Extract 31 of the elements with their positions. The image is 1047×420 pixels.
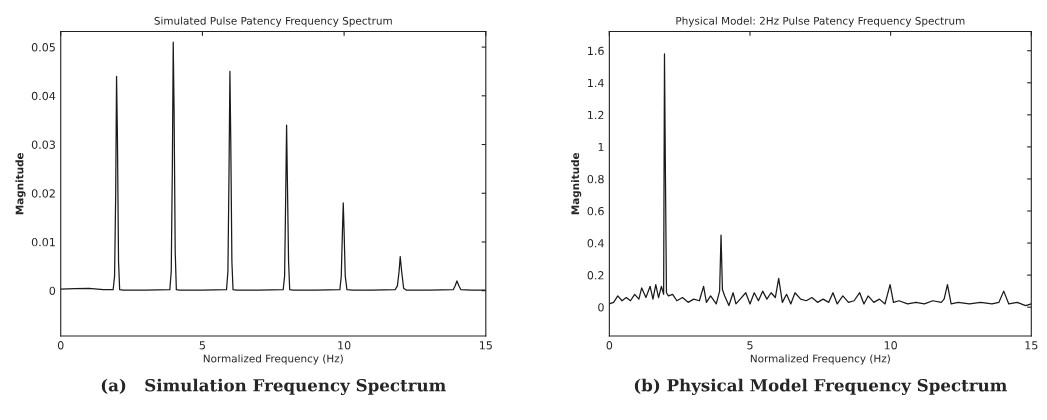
y-tick-label: 0.01 xyxy=(31,237,55,247)
y-tick-label: 1.6 xyxy=(588,46,604,56)
x-axis-title: Normalized Frequency (Hz) xyxy=(203,354,343,365)
x-axis-title: Normalized Frequency (Hz) xyxy=(750,354,890,365)
x-tick-label: 10 xyxy=(884,341,897,350)
y-axis-title: Magnitude xyxy=(15,152,26,215)
text: (a) Simulation Frequency Spectrum xyxy=(101,378,446,395)
y-tick-label: 1.4 xyxy=(588,78,604,88)
y-tick-label: 0.04 xyxy=(31,91,56,101)
y-tick-label: 0.02 xyxy=(31,189,55,198)
y-tick-label: 0.05 xyxy=(31,43,55,52)
x-tick-label: 15 xyxy=(1025,341,1038,350)
x-tick-label: 5 xyxy=(747,341,753,350)
text: (b) Physical Model Frequency Spectrum xyxy=(634,378,1007,395)
y-tick-label: 0.4 xyxy=(587,239,604,248)
y-tick-label: 0.2 xyxy=(587,271,604,280)
chart-title: Simulated Pulse Patency Frequency Spectrum xyxy=(154,16,392,27)
y-tick-label: 0 xyxy=(49,286,56,296)
x-tick-label: 15 xyxy=(479,341,492,350)
y-tick-label: 1.2 xyxy=(588,110,604,120)
y-axis-title: Magnitude xyxy=(571,152,582,215)
y-tick-label: 0.6 xyxy=(587,206,604,216)
y-tick-label: 0.8 xyxy=(587,174,604,184)
y-tick-label: 0.03 xyxy=(31,140,55,149)
x-tick-label: 0 xyxy=(606,341,613,350)
x-tick-label: 5 xyxy=(199,341,205,350)
chart-title: Physical Model: 2Hz Pulse Patency Frequency Spectrum xyxy=(676,16,965,27)
y-tick-label: 1 xyxy=(598,143,604,152)
x-tick-label: 10 xyxy=(338,341,351,350)
x-tick-label: 0 xyxy=(57,341,64,350)
y-tick-label: 0 xyxy=(598,303,604,312)
